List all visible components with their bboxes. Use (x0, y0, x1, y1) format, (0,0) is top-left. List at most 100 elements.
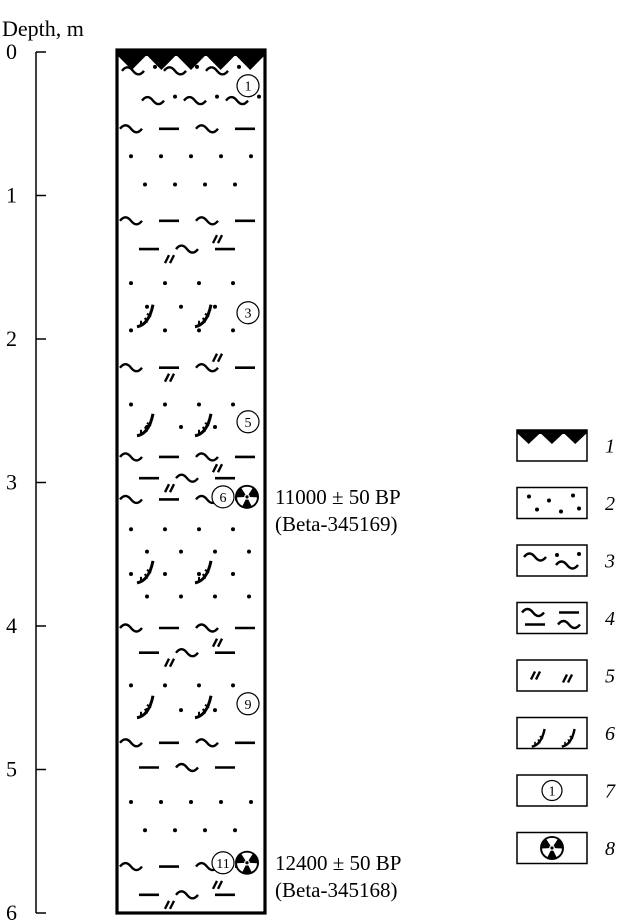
layer-12 (118, 738, 257, 773)
sand-dot (179, 549, 183, 554)
sand-dot (213, 708, 217, 713)
sand-dot (163, 402, 167, 407)
hook-mark (135, 559, 155, 585)
legend-number: 5 (605, 666, 615, 688)
slash-mark (163, 899, 176, 911)
hook-mark (135, 303, 155, 329)
wave-mark (224, 95, 250, 106)
sample-number-label: 9 (245, 698, 252, 713)
legend-swatch (516, 831, 588, 865)
hook-mark (193, 559, 213, 585)
sample-number-label: 1 (245, 80, 252, 95)
sand-dot (213, 549, 217, 554)
sand-dot (163, 527, 167, 532)
wave-mark (194, 216, 220, 226)
sand-dot (203, 182, 207, 187)
hook-mark (193, 412, 213, 438)
wave-mark (174, 890, 200, 900)
date-age: 12400 ± 50 BP (275, 851, 401, 875)
axis-tick-label: 6 (6, 900, 17, 921)
sample-number-label: 6 (220, 491, 227, 506)
slash-mark (163, 372, 176, 383)
legend-number: 4 (605, 608, 615, 630)
sand-dot (231, 402, 235, 407)
wave-mark (118, 452, 144, 462)
layer-2 (118, 124, 257, 134)
sand-dot (247, 549, 251, 554)
layer-6 (118, 352, 257, 383)
legend-item-hook-marks: 6 (516, 716, 615, 750)
sand-dot (143, 828, 147, 833)
wave-mark (194, 738, 220, 748)
sand-dot (129, 328, 133, 333)
layer-7: 5 (129, 402, 260, 438)
sand-dot (143, 182, 147, 187)
slash-mark (163, 253, 176, 265)
sand-dot (219, 154, 223, 159)
sand-dot (257, 94, 261, 99)
wave-mark (118, 363, 144, 373)
sample-number-label: 11 (216, 857, 229, 872)
sand-dot (129, 402, 133, 407)
axis-tick-label: 1 (6, 183, 17, 208)
sand-dot (189, 799, 193, 804)
sand-dot (145, 304, 149, 309)
wave-mark (118, 124, 144, 134)
section-column: 1 3 5 6 9 11 11000 ± 50 BP (Beta-345169) 12400 ±… (115, 48, 401, 915)
wave-mark (174, 473, 200, 483)
legend-number: 2 (605, 493, 615, 515)
sand-dot (197, 402, 201, 407)
sand-dot (163, 328, 167, 333)
sand-dot (233, 828, 237, 833)
sand-dot (231, 683, 235, 688)
legend-item-double-slash: 5 (516, 659, 615, 692)
soil-turf-top (117, 50, 265, 70)
layer-9 (129, 527, 251, 599)
legend-swatch (516, 601, 588, 635)
sample-number-marker: 5 (236, 410, 260, 434)
wave-mark (194, 363, 220, 373)
legend-number: 3 (604, 551, 615, 573)
radiocarbon-date-2: 12400 ± 50 BP (Beta-345168) (235, 850, 401, 902)
hook-mark (193, 303, 213, 329)
legend-item-sand-dots: 2 (516, 486, 615, 520)
sand-dot (527, 494, 531, 499)
sand-dot (159, 799, 163, 804)
layer-8: 6 (118, 452, 257, 509)
sand-dot (197, 281, 201, 286)
sand-dot (237, 64, 241, 69)
layer-3 (129, 154, 253, 187)
sand-dot (213, 594, 217, 599)
sand-dot (129, 683, 133, 688)
legend-item-radiocarbon-date: 8 (516, 831, 615, 865)
sand-dot (213, 425, 217, 430)
wave-mark (194, 124, 220, 134)
layer-4 (118, 216, 257, 265)
legend-swatch (516, 544, 588, 577)
legend-item-sandy-loam-waves: 3 (516, 544, 615, 577)
sand-dot (203, 828, 207, 833)
sand-dot (215, 94, 219, 99)
legend-item-loam-dash-waves: 4 (516, 601, 615, 635)
sand-dot (195, 64, 199, 69)
sand-dot (179, 594, 183, 599)
sample-number-marker: 11 (211, 851, 235, 875)
slash-mark (163, 482, 176, 494)
sand-dot (145, 594, 149, 599)
legend-swatch (516, 716, 588, 750)
date-age: 11000 ± 50 BP (275, 485, 401, 509)
sample-number-marker: 1 (236, 74, 260, 98)
wave-mark (174, 762, 200, 773)
sample-number-marker: 6 (211, 485, 235, 509)
wave-mark (118, 216, 144, 226)
sand-dot (247, 594, 251, 599)
axis-tick-label: 5 (6, 757, 17, 782)
axis-title: Depth, m (2, 16, 84, 41)
sand-dot (173, 182, 177, 187)
sand-dot (213, 304, 217, 309)
wave-mark (118, 861, 144, 872)
sand-dot (129, 527, 133, 532)
depth-axis: 0 1 2 3 4 5 6 (6, 39, 46, 921)
